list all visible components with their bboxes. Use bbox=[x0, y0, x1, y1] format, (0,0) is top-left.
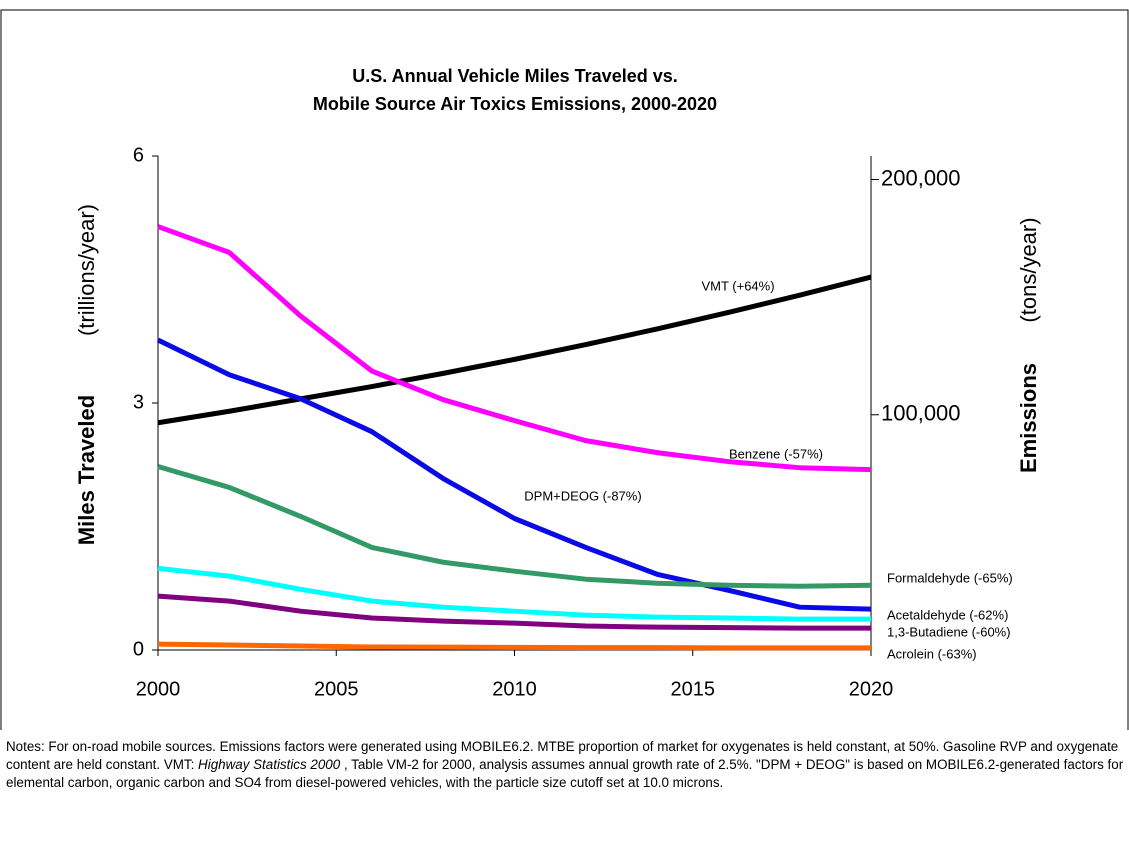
y-axis-title: (trillions/year) bbox=[74, 204, 99, 336]
y2-tick-label: 200,000 bbox=[881, 165, 961, 190]
note-text: Notes: For on-road mobile sources. Emiss… bbox=[6, 739, 1119, 772]
series-label: DPM+DEOG (-87%) bbox=[524, 488, 641, 503]
notes: Notes: For on-road mobile sources. Emiss… bbox=[6, 738, 1129, 792]
y2-axis-title: Emissions bbox=[1016, 363, 1041, 473]
series-label: Acrolein (-63%) bbox=[887, 646, 977, 661]
y-axis-title: Miles Traveled bbox=[74, 395, 99, 545]
series-line bbox=[157, 565, 871, 622]
series-label: VMT (+64%) bbox=[701, 278, 774, 293]
y-tick-label: 6 bbox=[133, 144, 144, 166]
frame bbox=[0, 9, 1129, 730]
series-label: Acetaldehyde (-62%) bbox=[887, 607, 1008, 622]
x-tick-label: 2000 bbox=[136, 678, 181, 700]
y2-axis-title: (tons/year) bbox=[1016, 217, 1041, 322]
series-line bbox=[156, 337, 872, 612]
series-line bbox=[157, 464, 872, 589]
chart-title: Mobile Source Air Toxics Emissions, 2000… bbox=[313, 94, 717, 114]
x-tick-label: 2010 bbox=[492, 678, 537, 700]
series-line bbox=[157, 593, 871, 631]
series-label: Benzene (-57%) bbox=[729, 446, 823, 461]
y-tick-label: 3 bbox=[133, 391, 144, 413]
x-tick-label: 2005 bbox=[314, 678, 359, 700]
y-tick-label: 0 bbox=[133, 638, 144, 660]
series-line bbox=[157, 224, 872, 473]
chart: U.S. Annual Vehicle Miles Traveled vs. M… bbox=[0, 9, 1129, 730]
x-tick-label: 2020 bbox=[849, 678, 894, 700]
series-label: Formaldehyde (-65%) bbox=[887, 570, 1013, 585]
series-line bbox=[157, 274, 872, 426]
note-text: , Table VM-2 for 2000, analysis assumes … bbox=[6, 757, 1124, 790]
plot: 0 3 6 100,000 200,000 2000 2005 2010 2015 2020 VMT… bbox=[133, 144, 1013, 700]
series-label: 1,3-Butadiene (-60%) bbox=[887, 624, 1011, 639]
y2-tick-label: 100,000 bbox=[881, 401, 961, 426]
chart-title: U.S. Annual Vehicle Miles Traveled vs. bbox=[352, 66, 677, 86]
note-text: Highway Statistics 2000 bbox=[198, 757, 341, 772]
x-tick-label: 2015 bbox=[671, 678, 716, 700]
series-line bbox=[157, 641, 871, 651]
